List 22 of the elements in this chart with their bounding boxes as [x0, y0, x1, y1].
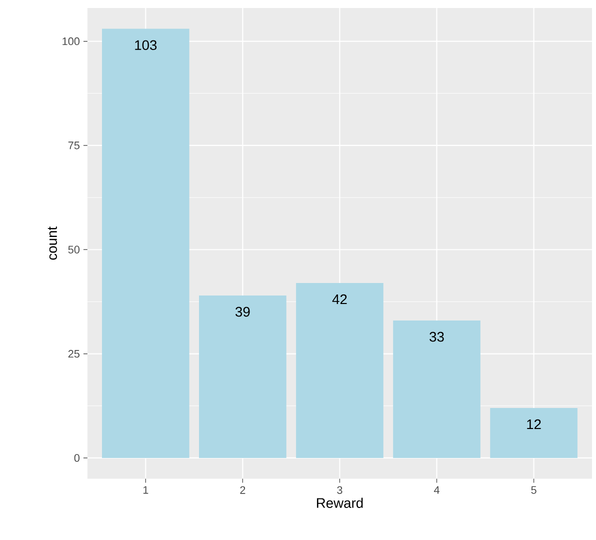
data-label: 103	[135, 40, 157, 50]
data-label: 12	[527, 419, 541, 429]
bar	[490, 408, 578, 458]
bar	[199, 295, 286, 458]
data-label: 39	[236, 306, 250, 317]
data-label: 42	[332, 294, 347, 304]
x-tick-label: 4	[434, 486, 440, 494]
x-tick-label: 3	[337, 486, 342, 494]
y-tick-label: 0	[74, 454, 80, 462]
bar	[296, 282, 384, 458]
x-tick-label: 2	[240, 486, 246, 494]
y-tick-label: 25	[68, 350, 80, 358]
x-tick-label: 1	[143, 486, 148, 494]
bar	[393, 320, 480, 458]
x-tick-label: 5	[531, 486, 536, 494]
y-tick-label: 100	[62, 37, 80, 45]
y-tick-label: 75	[68, 141, 80, 150]
y-tick-label: 50	[68, 246, 80, 254]
data-label: 33	[430, 332, 444, 342]
y-axis-title: count	[48, 226, 57, 260]
x-axis-title: Reward	[316, 498, 363, 508]
bar	[102, 28, 190, 458]
